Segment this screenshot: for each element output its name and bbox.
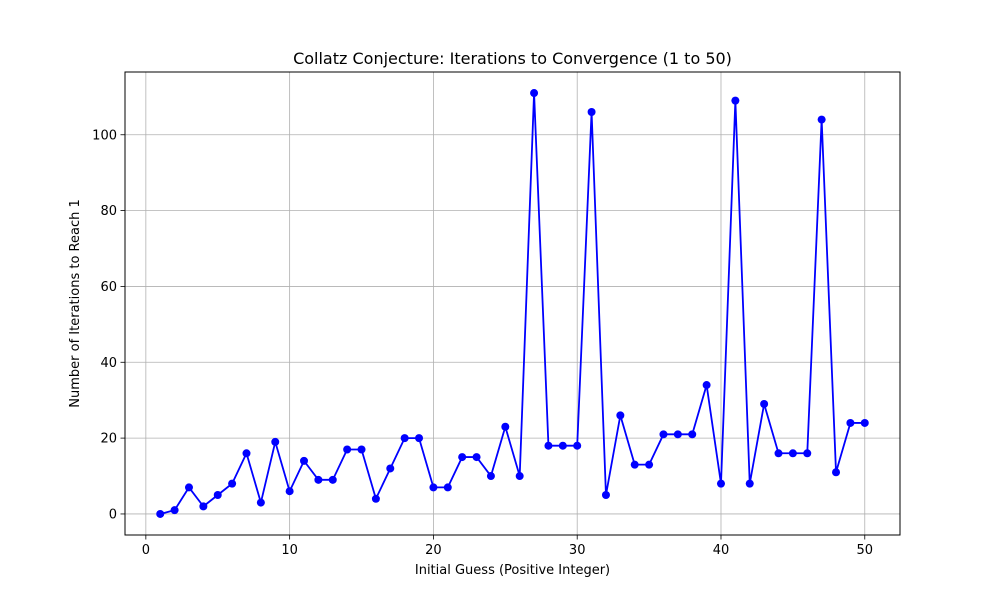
data-point [415,434,424,443]
x-tick-label: 10 [281,543,298,558]
x-tick-label: 20 [425,543,442,558]
x-tick-label: 30 [569,543,586,558]
data-point [199,502,208,511]
data-point [544,441,553,450]
data-point [832,468,841,477]
data-point [846,418,855,427]
data-point [673,430,682,439]
x-axis-label: Initial Guess (Positive Integer) [415,563,610,578]
data-point [328,475,337,484]
data-series [156,89,869,518]
data-point [343,445,352,454]
data-point [601,490,610,499]
data-point [573,441,582,450]
x-tick-label: 40 [713,543,730,558]
x-tick-label: 0 [142,543,150,558]
data-point [156,509,165,518]
data-point [386,464,395,473]
chart-title: Collatz Conjecture: Iterations to Conver… [293,49,732,68]
plot-frame [124,71,901,536]
data-point [630,460,639,469]
y-tick-label: 0 [109,507,117,522]
y-tick-label: 40 [100,356,117,371]
data-point [760,399,769,408]
data-point [371,494,380,503]
y-tick-label: 20 [100,432,117,447]
x-tick-label: 50 [856,543,873,558]
data-point [803,449,812,458]
axis-ticks: 0 10 20 30 40 50 0 20 40 60 80 100 [92,128,873,558]
data-point [357,445,366,454]
data-point [472,453,481,462]
data-point [314,475,323,484]
data-point [645,460,654,469]
data-point [515,472,524,481]
data-point [170,506,179,515]
data-point [530,89,539,98]
data-point [285,487,294,496]
data-point [716,479,725,488]
data-point [702,381,711,390]
data-point [400,434,409,443]
data-point [587,108,596,117]
y-tick-label: 100 [92,128,117,143]
data-point [659,430,668,439]
data-point [745,479,754,488]
grid [125,72,900,535]
data-point [184,483,193,492]
data-point [271,437,280,446]
data-point [228,479,237,488]
data-point [817,115,826,124]
series-line [160,92,865,515]
data-point [256,498,265,507]
y-tick-label: 60 [100,280,117,295]
data-point [774,449,783,458]
data-point [501,422,510,431]
data-point [458,453,467,462]
data-point [616,411,625,420]
data-point [213,490,222,499]
data-point [300,456,309,465]
data-point [731,96,740,105]
data-point [558,441,567,450]
data-point [788,449,797,458]
data-point [242,449,251,458]
data-point [429,483,438,492]
data-point [443,483,452,492]
data-point [486,472,495,481]
data-point [860,418,869,427]
y-axis-label: Number of Iterations to Reach 1 [68,199,83,407]
y-tick-label: 80 [100,204,117,219]
data-point [688,430,697,439]
